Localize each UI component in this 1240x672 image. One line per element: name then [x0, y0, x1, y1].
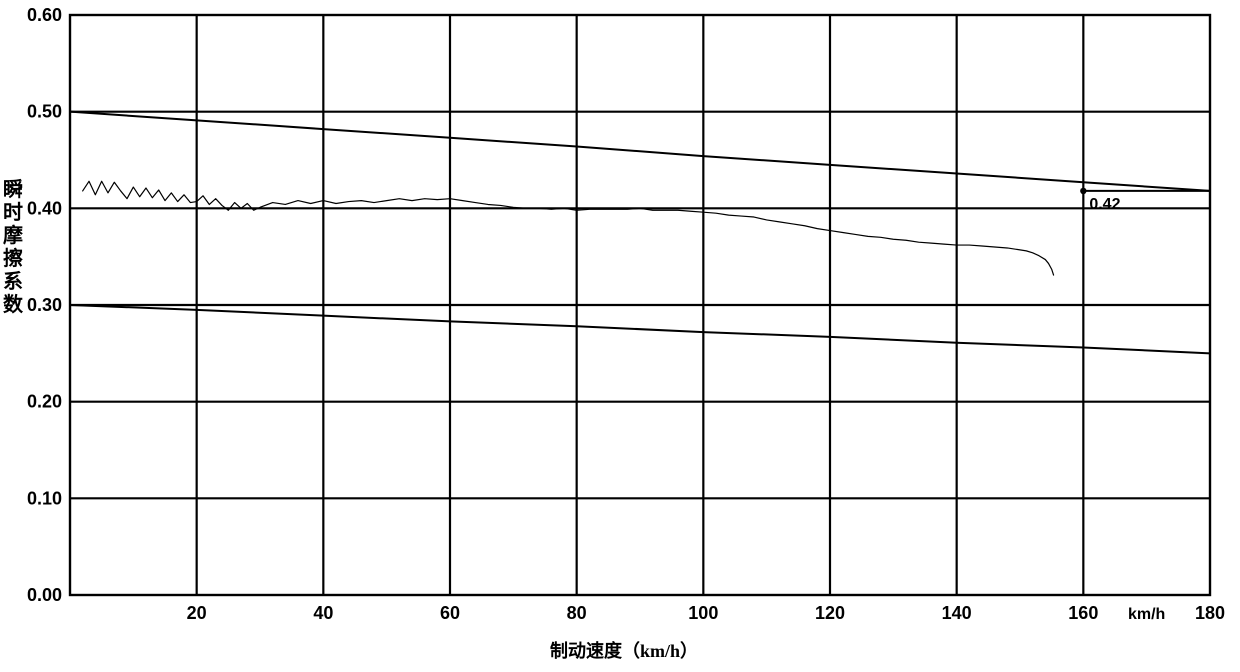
y-axis-label-char: 数 [2, 294, 24, 317]
y-axis-label-char: 瞬 [2, 179, 24, 202]
x-axis-unit-inline: km/h [1128, 606, 1165, 623]
x-tick-label: 140 [942, 603, 972, 623]
y-axis-label: 瞬时摩擦系数 [2, 179, 24, 317]
annotation-marker [1080, 188, 1086, 194]
x-axis-label: 制动速度（km/h） [550, 637, 698, 663]
x-tick-label: 120 [815, 603, 845, 623]
y-tick-label: 0.40 [27, 198, 62, 218]
x-tick-label: 160 [1068, 603, 1098, 623]
y-tick-label: 0.00 [27, 585, 62, 605]
annotation-label: 0.42 [1089, 196, 1120, 213]
chart-svg: 0.42 0.00 0.10 0.20 0.30 0.40 0.50 0.60 20 40 60 80… [0, 0, 1240, 672]
x-tick-label: 40 [313, 603, 333, 623]
x-tick-label: 100 [688, 603, 718, 623]
y-tick-label: 0.30 [27, 295, 62, 315]
y-tick-label: 0.60 [27, 5, 62, 25]
x-tick-label: 60 [440, 603, 460, 623]
y-tick-label: 0.10 [27, 488, 62, 508]
x-tick-label: 180 [1195, 603, 1225, 623]
x-tick-label: 20 [187, 603, 207, 623]
chart-stage: 0.42 0.00 0.10 0.20 0.30 0.40 0.50 0.60 20 40 60 80… [0, 0, 1240, 672]
y-axis-label-char: 时 [2, 202, 24, 225]
y-axis-label-char: 摩 [2, 225, 24, 248]
y-tick-label: 0.50 [27, 102, 62, 122]
y-tick-label: 0.20 [27, 392, 62, 412]
y-axis-label-char: 擦 [2, 248, 24, 271]
x-tick-label: 80 [567, 603, 587, 623]
y-axis-label-char: 系 [2, 271, 24, 294]
